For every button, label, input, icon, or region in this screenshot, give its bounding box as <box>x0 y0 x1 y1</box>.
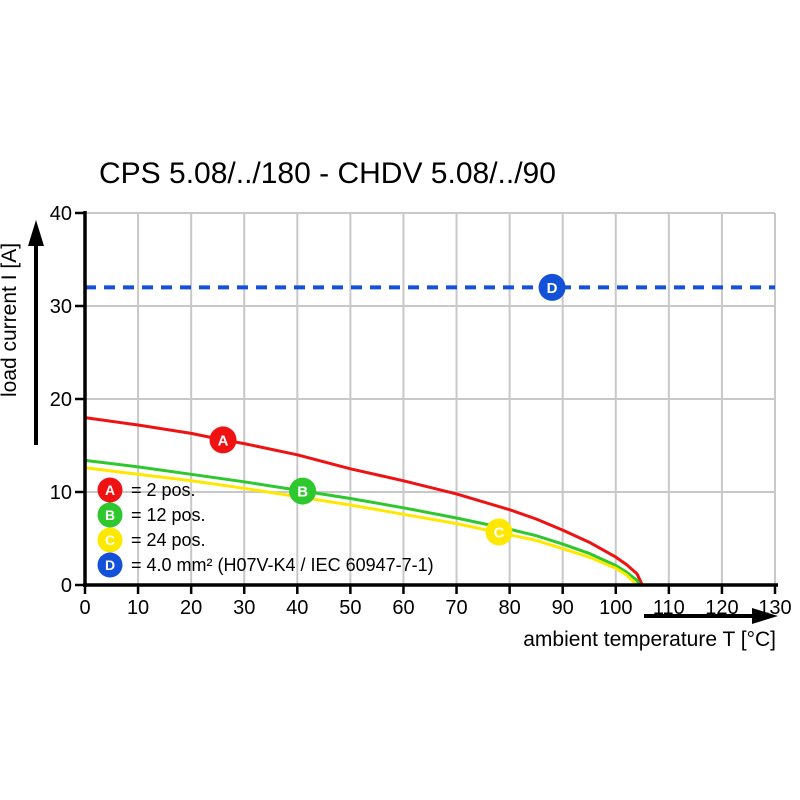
y-tick-label-10: 10 <box>50 482 72 504</box>
curve-marker-letter-a: A <box>218 432 229 449</box>
x-tick-label-100: 100 <box>599 597 632 619</box>
x-tick-label-80: 80 <box>498 597 520 619</box>
legend-label-a: = 2 pos. <box>131 480 196 500</box>
legend-letter-a: A <box>105 482 115 498</box>
x-tick-label-40: 40 <box>286 597 308 619</box>
legend-swatch-b-icon <box>97 502 123 528</box>
curve-marker-circle-c <box>485 518 513 546</box>
y-axis-title: load current I [A] <box>0 243 21 397</box>
x-tick-label-60: 60 <box>392 597 414 619</box>
legend-label-d: = 4.0 mm² (H07V-K4 / IEC 60947-7-1) <box>131 555 434 575</box>
curve-marker-letter-b: B <box>297 484 308 501</box>
curve-marker-letter-c: C <box>494 524 505 541</box>
tick-layer <box>75 211 777 594</box>
legend-swatch-d-icon <box>97 552 123 578</box>
y-tick-label-20: 20 <box>50 389 72 411</box>
curve-marker-circle-b <box>289 477 317 505</box>
y-tick-label-40: 40 <box>50 203 72 225</box>
legend-label-c: = 24 pos. <box>131 530 206 550</box>
legend-item-b: B = 12 pos. <box>97 502 206 528</box>
curve-marker-d: D <box>538 273 566 301</box>
x-tick-label-70: 70 <box>445 597 467 619</box>
x-tick-label-30: 30 <box>233 597 255 619</box>
curve-c <box>84 466 639 587</box>
legend-letter-d: D <box>105 557 115 573</box>
legend-swatch-a-icon <box>97 477 123 503</box>
curve-marker-c: C <box>485 518 513 546</box>
marker-layer: A B C D <box>209 273 566 546</box>
legend-letter-c: C <box>105 532 115 548</box>
chart-title: CPS 5.08/../180 - CHDV 5.08/../90 <box>99 157 556 190</box>
legend-swatch-c-icon <box>97 527 123 553</box>
x-tick-label-110: 110 <box>653 597 685 619</box>
x-tick-label-20: 20 <box>180 597 202 619</box>
legend-item-d: D = 4.0 mm² (H07V-K4 / IEC 60947-7-1) <box>97 552 434 578</box>
curve-marker-circle-d <box>538 273 566 301</box>
y-axis-arrow-icon <box>28 220 44 445</box>
curve-marker-letter-d: D <box>547 280 558 297</box>
x-axis-arrow-icon <box>644 608 778 624</box>
curve-marker-b: B <box>289 477 317 505</box>
curve-marker-a: A <box>209 426 237 454</box>
legend-item-c: C = 24 pos. <box>97 527 206 553</box>
x-tick-label-90: 90 <box>552 597 574 619</box>
y-tick-label-30: 30 <box>50 296 72 318</box>
grid-layer <box>85 212 776 585</box>
x-tick-label-50: 50 <box>339 597 361 619</box>
curve-marker-circle-a <box>209 426 237 454</box>
x-tick-label-10: 10 <box>127 597 149 619</box>
legend-label-b: = 12 pos. <box>131 505 206 525</box>
legend: A = 2 pos. B = 12 pos. C = 24 pos. D = 4… <box>97 477 434 578</box>
x-tick-label-0: 0 <box>79 597 90 619</box>
legend-letter-b: B <box>105 507 115 523</box>
y-tick-label-0: 0 <box>61 575 72 597</box>
x-tick-label-120: 120 <box>705 597 738 619</box>
legend-item-a: A = 2 pos. <box>97 477 196 503</box>
x-axis-title: ambient temperature T [°C] <box>523 628 776 651</box>
curve-b <box>84 458 641 586</box>
